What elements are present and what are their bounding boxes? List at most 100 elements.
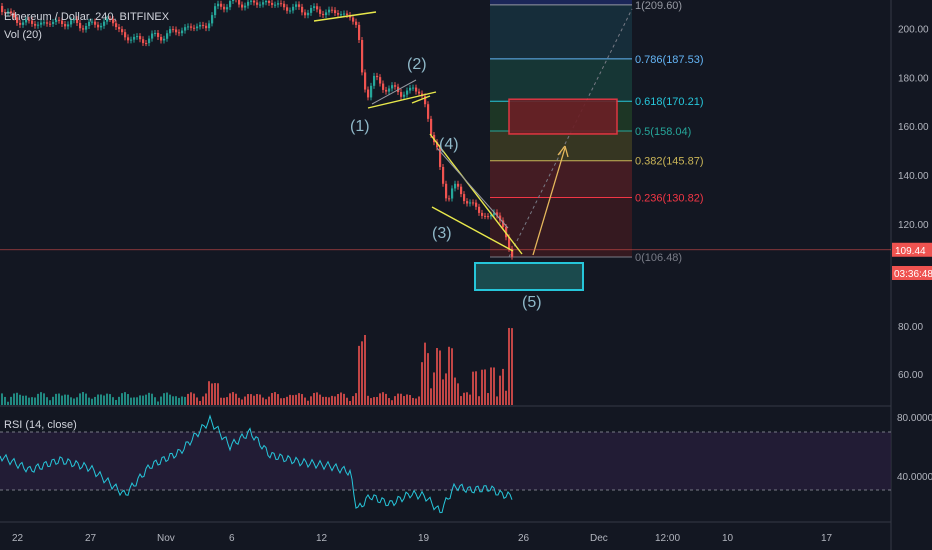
candle-body: [322, 13, 325, 16]
candle-body: [16, 17, 19, 23]
volume-bar: [382, 392, 384, 405]
candle-body: [463, 194, 466, 202]
candle-body: [457, 183, 460, 187]
volume-bar: [355, 393, 357, 405]
candle-body: [187, 26, 190, 28]
volume-bar: [175, 396, 177, 405]
candle-body: [151, 33, 154, 39]
volume-bar: [22, 395, 24, 405]
volume-bar: [412, 397, 414, 405]
volume-bar: [505, 390, 507, 405]
candle-body: [94, 21, 97, 25]
wave-label: (1): [350, 118, 370, 135]
volume-bar: [40, 392, 42, 405]
candle-body: [64, 24, 67, 27]
candle-body: [307, 12, 310, 16]
candle-body: [355, 21, 358, 25]
volume-bar: [421, 362, 423, 405]
volume-bar: [199, 400, 201, 405]
fib-zone-fill: [490, 58, 632, 102]
volume-bar: [106, 393, 108, 405]
candle-body: [331, 9, 334, 11]
symbol-title[interactable]: Ethereum / Dollar, 240, BITFINEX: [4, 11, 170, 23]
volume-bar: [328, 397, 330, 405]
volume-bar: [343, 393, 345, 405]
candle-body: [100, 25, 103, 28]
candle-body: [340, 14, 343, 16]
volume-bar: [406, 394, 408, 405]
candle-body: [121, 29, 124, 33]
time-axis-tick: 10: [722, 533, 734, 544]
volume-bar: [487, 393, 489, 405]
volume-bar: [364, 334, 366, 405]
candle-body: [196, 26, 199, 29]
volume-bar: [367, 395, 369, 405]
candle-body: [58, 19, 61, 21]
volume-bar: [352, 396, 354, 405]
candle-body: [154, 32, 157, 34]
volume-bar: [499, 375, 501, 405]
volume-bar: [289, 394, 291, 405]
volume-bar: [121, 393, 123, 405]
candle-body: [274, 4, 277, 6]
volume-bar: [508, 327, 510, 405]
volume-bar: [394, 396, 396, 405]
volume-bar: [133, 397, 135, 405]
candle-body: [277, 3, 280, 5]
volume-bar: [253, 395, 255, 405]
candle-body: [250, 0, 253, 2]
volume-bar: [418, 396, 420, 405]
candle-body: [37, 24, 40, 26]
candle-body: [97, 24, 100, 28]
candle-body: [103, 21, 106, 26]
candle-body: [364, 72, 367, 90]
volume-bar: [76, 397, 78, 405]
candle-body: [139, 36, 142, 40]
candle-body: [163, 38, 166, 41]
volume-bar: [184, 396, 186, 405]
volume-bar: [7, 401, 9, 405]
volume-bar: [388, 398, 390, 405]
fib-zone-fill: [490, 160, 632, 198]
candle-body: [19, 22, 22, 25]
wave-label: (4): [439, 136, 459, 153]
candle-body: [502, 220, 505, 228]
candle-body: [127, 37, 130, 41]
volume-indicator-label[interactable]: Vol (20): [4, 29, 42, 41]
volume-bar: [154, 397, 156, 405]
volume-bar: [370, 398, 372, 405]
volume-bar: [316, 392, 318, 405]
candle-body: [298, 4, 301, 7]
volume-bar: [436, 348, 438, 405]
candle-body: [199, 24, 202, 27]
candle-body: [388, 88, 391, 92]
volume-bar: [463, 392, 465, 405]
candle-body: [484, 215, 487, 217]
candle-body: [169, 29, 172, 34]
volume-bar: [229, 393, 231, 405]
volume-bar: [127, 394, 129, 405]
channel-line: [436, 147, 509, 229]
trendline: [411, 95, 431, 104]
candle-body: [430, 118, 433, 135]
candle-body: [448, 198, 451, 200]
volume-bar: [241, 399, 243, 405]
volume-bar: [322, 396, 324, 405]
candle-body: [412, 87, 415, 89]
candle-body: [475, 202, 478, 207]
candle-body: [325, 12, 328, 16]
volume-bar: [52, 396, 54, 405]
candle-body: [223, 6, 226, 10]
volume-bar: [55, 393, 57, 405]
current-price-label: 109.44: [895, 246, 926, 257]
volume-bar: [397, 393, 399, 405]
candle-body: [61, 20, 64, 25]
volume-bar: [4, 396, 6, 405]
volume-bar: [280, 398, 282, 405]
candle-body: [109, 18, 112, 20]
rsi-indicator-label[interactable]: RSI (14, close): [4, 419, 77, 431]
candle-body: [166, 33, 169, 39]
volume-bar: [433, 372, 435, 405]
time-axis-tick: 19: [418, 533, 430, 544]
